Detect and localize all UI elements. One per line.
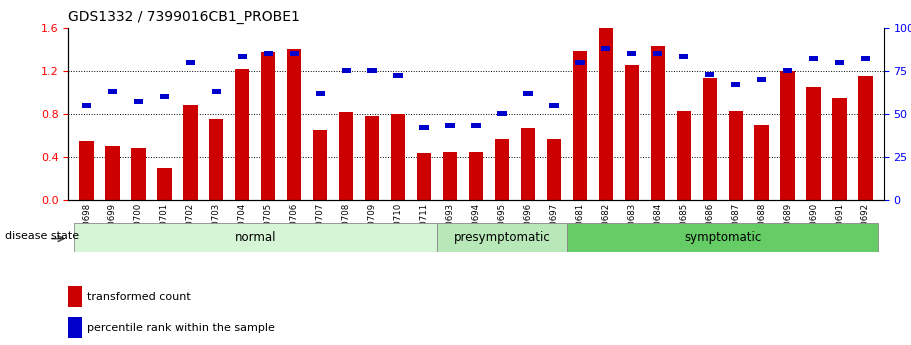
Bar xyxy=(159,94,169,99)
Bar xyxy=(391,114,405,200)
Bar xyxy=(549,103,558,108)
Bar xyxy=(313,130,327,200)
Bar xyxy=(417,152,431,200)
Bar xyxy=(627,51,637,56)
Bar xyxy=(495,139,509,200)
Bar xyxy=(134,99,143,104)
Bar xyxy=(235,69,250,200)
Bar xyxy=(68,286,82,307)
Bar xyxy=(650,46,665,200)
Bar xyxy=(74,223,437,252)
Bar xyxy=(186,60,195,65)
Bar xyxy=(599,28,613,200)
Bar xyxy=(287,49,302,200)
Bar xyxy=(754,125,769,200)
Text: transformed count: transformed count xyxy=(87,292,191,302)
Bar xyxy=(601,46,610,51)
Bar xyxy=(834,60,844,65)
Text: symptomatic: symptomatic xyxy=(684,231,762,244)
Bar xyxy=(469,151,483,200)
Bar xyxy=(861,56,870,61)
Bar xyxy=(443,151,457,200)
Bar xyxy=(68,317,82,338)
Bar xyxy=(806,87,821,200)
Bar xyxy=(547,139,561,200)
Bar xyxy=(183,105,198,200)
Bar xyxy=(781,71,794,200)
Bar xyxy=(339,112,353,200)
Bar xyxy=(238,55,247,59)
Text: disease state: disease state xyxy=(5,231,78,241)
Bar xyxy=(261,52,275,200)
Bar xyxy=(367,68,377,73)
Bar xyxy=(625,65,639,200)
Bar xyxy=(342,68,351,73)
Text: GDS1332 / 7399016CB1_PROBE1: GDS1332 / 7399016CB1_PROBE1 xyxy=(68,10,301,24)
Bar xyxy=(419,125,429,130)
Bar xyxy=(833,98,846,200)
Bar xyxy=(729,111,742,200)
Bar xyxy=(290,51,299,56)
Bar xyxy=(731,82,741,87)
Bar xyxy=(567,223,878,252)
Bar xyxy=(437,223,567,252)
Bar xyxy=(365,116,379,200)
Bar xyxy=(211,89,221,94)
Bar xyxy=(653,51,662,56)
Bar xyxy=(679,55,689,59)
Bar xyxy=(79,141,94,200)
Bar xyxy=(521,128,535,200)
Bar xyxy=(702,78,717,200)
Bar xyxy=(210,119,223,200)
Bar xyxy=(783,68,793,73)
Bar xyxy=(471,124,481,128)
Bar xyxy=(523,91,533,96)
Bar xyxy=(107,89,118,94)
Bar xyxy=(158,168,171,200)
Bar xyxy=(82,103,91,108)
Bar xyxy=(131,148,146,200)
Bar xyxy=(106,146,119,200)
Bar xyxy=(315,91,325,96)
Text: presymptomatic: presymptomatic xyxy=(454,231,550,244)
Text: percentile rank within the sample: percentile rank within the sample xyxy=(87,323,275,333)
Bar xyxy=(497,111,507,116)
Bar xyxy=(394,73,403,78)
Bar xyxy=(705,72,714,77)
Bar xyxy=(858,76,873,200)
Bar xyxy=(263,51,273,56)
Text: normal: normal xyxy=(234,231,276,244)
Bar xyxy=(809,56,818,61)
Bar xyxy=(575,60,585,65)
Bar xyxy=(445,124,455,128)
Bar xyxy=(757,77,766,82)
Bar xyxy=(573,51,587,200)
Bar xyxy=(677,111,691,200)
